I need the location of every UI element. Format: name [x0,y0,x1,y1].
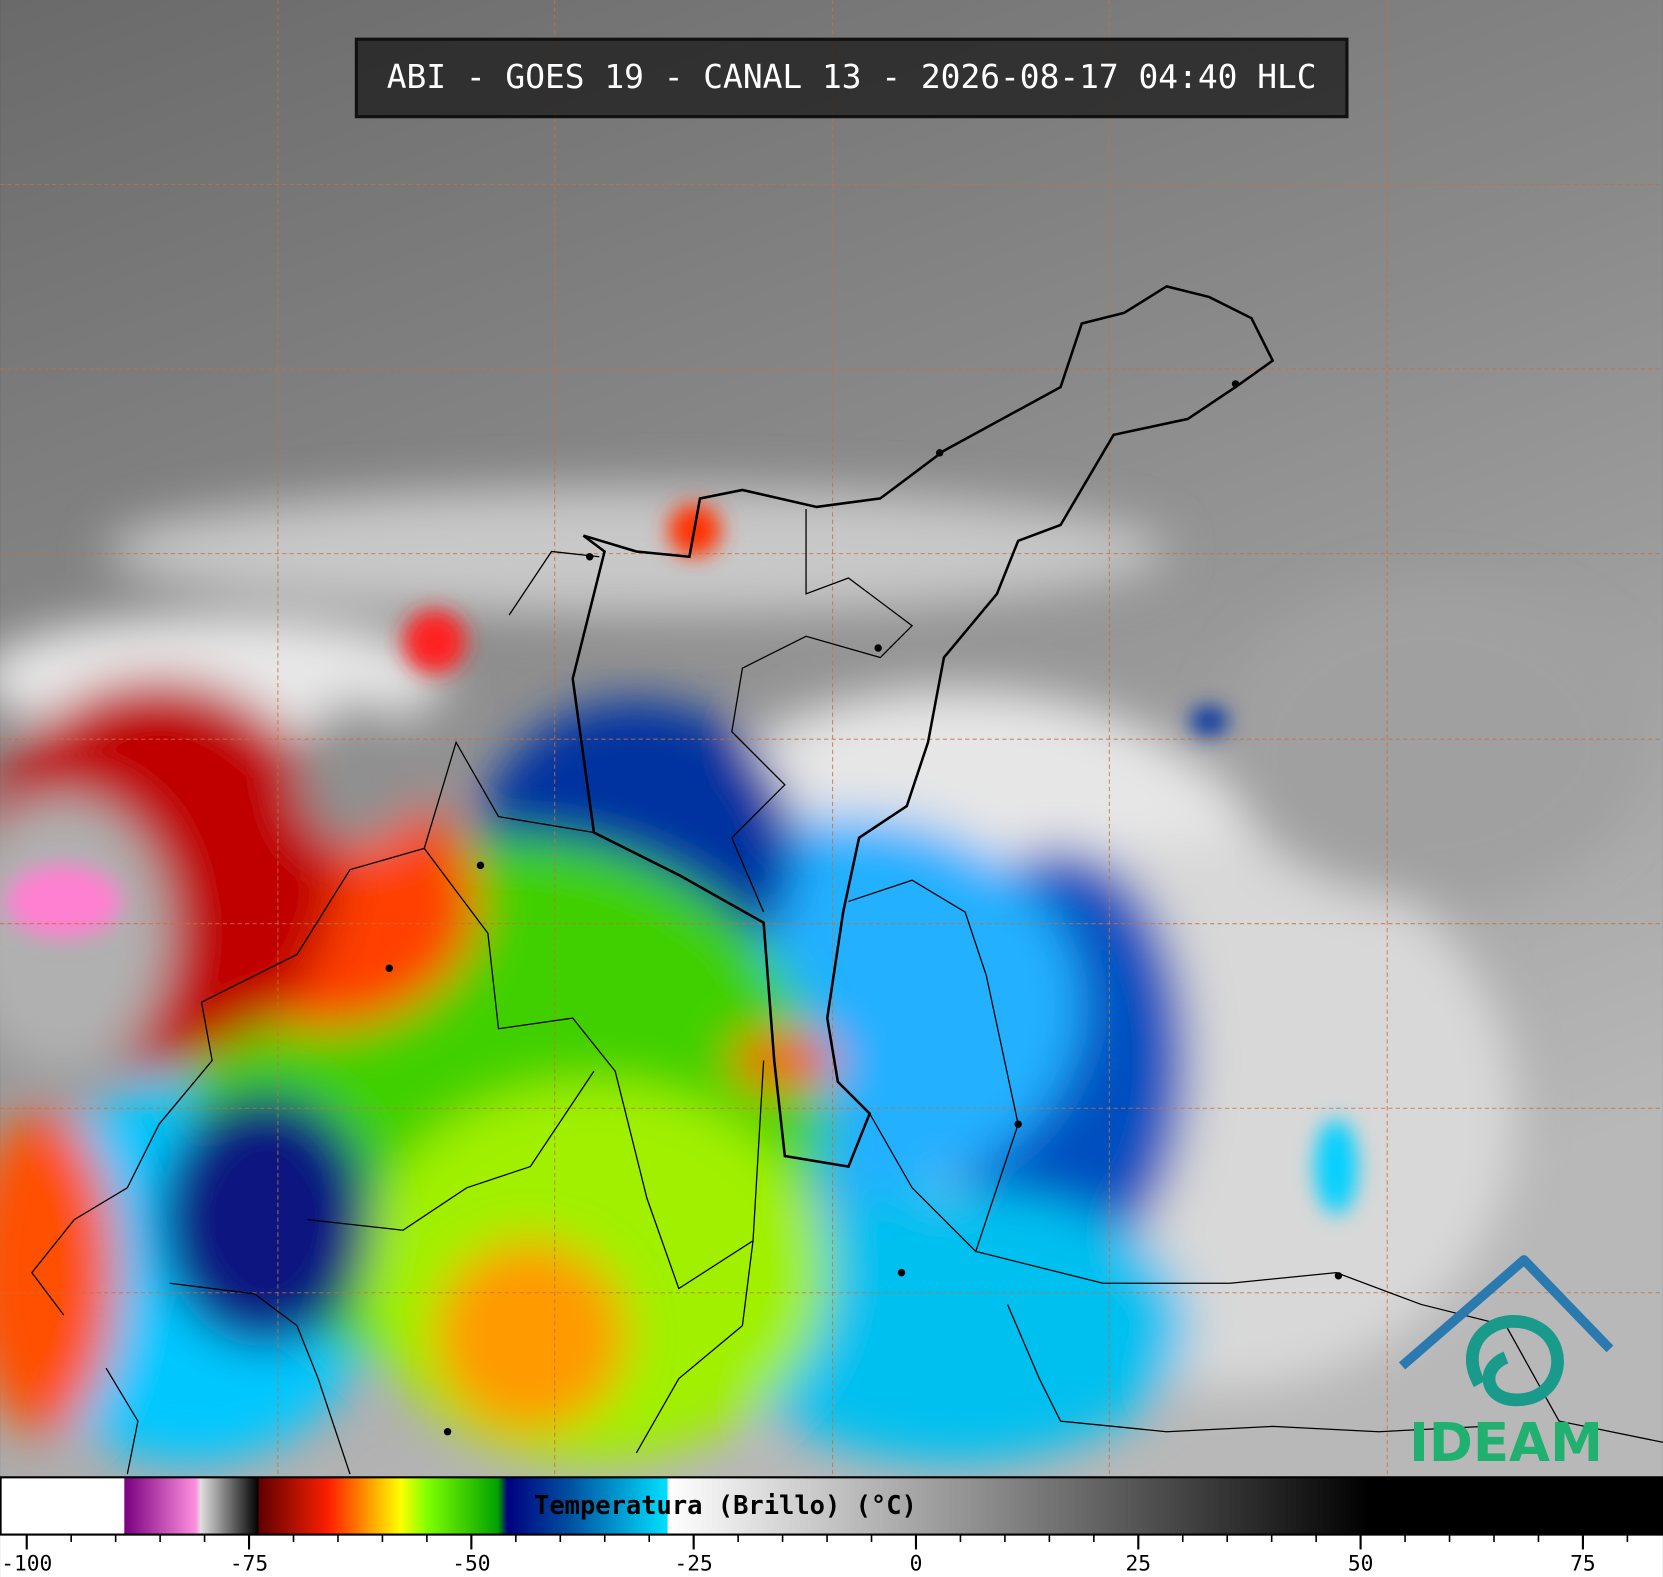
boundaries [31,284,1663,1475]
tick-label: -50 [452,1551,490,1576]
tick-label: -75 [230,1551,268,1576]
colorbar-segment [667,1477,1371,1535]
logo-text: IDEAM [1409,1412,1603,1474]
colorbar-segment [666,1477,669,1535]
colorbar-segment [329,1477,366,1535]
title: ABI - GOES 19 - CANAL 13 - 2026-08-17 04… [387,57,1317,96]
grid [0,0,1663,1478]
title-background [354,37,1349,119]
colorbar-frame [0,1476,1663,1536]
colorbar: Temperatura (Brillo) (°C) -100 -75 -50 -25 0 2… [0,1476,1663,1577]
colorbar-segment [200,1477,259,1535]
colorbar-segment [426,1477,499,1535]
colorbar-segment [257,1477,260,1535]
tick-label: 0 [910,1551,923,1576]
colorbar-segment [506,1477,570,1535]
colorbar-segment [364,1477,401,1535]
colorbar-segment [1369,1477,1663,1535]
colorbar-segment [258,1477,330,1535]
tick-label: 25 [1126,1551,1152,1576]
colorbar-segment [195,1477,201,1535]
tick-label: -25 [675,1551,713,1576]
cities [385,380,1343,1436]
tick-label: 50 [1348,1551,1374,1576]
colorbar-segment [0,1477,125,1535]
colorbar-segment [124,1477,197,1535]
colorbar-segment [498,1477,508,1535]
colorbar-segment [123,1477,126,1535]
colorbar-label: Temperatura (Brillo) (°C) [534,1491,917,1521]
title-box: ABI - GOES 19 - CANAL 13 - 2026-08-17 04… [354,37,1349,119]
tick-label: -100 [1,1551,52,1576]
colorbar-segment [400,1477,428,1535]
tick-label: 75 [1570,1551,1596,1576]
logo: IDEAM [1398,1255,1614,1474]
colorbar-segment [569,1477,668,1535]
